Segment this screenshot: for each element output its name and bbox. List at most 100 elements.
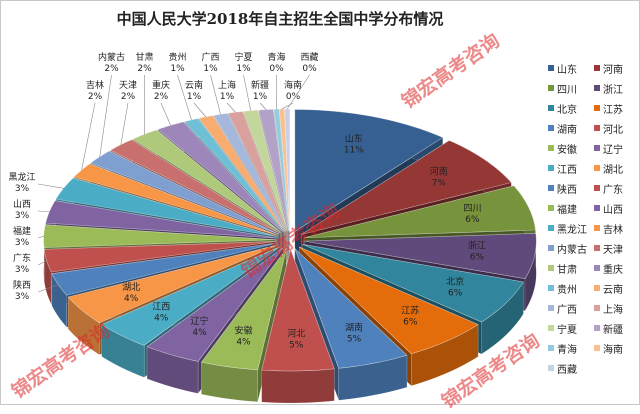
legend-swatch bbox=[594, 285, 600, 291]
legend-label: 湖南 bbox=[557, 121, 577, 136]
legend-label: 新疆 bbox=[603, 321, 623, 336]
legend-swatch bbox=[548, 85, 554, 91]
data-label-value: 2% bbox=[88, 92, 103, 102]
data-label-value: 11% bbox=[344, 145, 364, 155]
data-label-value: 6% bbox=[403, 317, 418, 327]
legend-label: 青海 bbox=[557, 341, 577, 356]
leader-line bbox=[227, 103, 236, 112]
data-label-value: 2% bbox=[104, 64, 119, 74]
legend-item-湖南: 湖南 bbox=[548, 120, 594, 137]
legend-item-甘肃: 甘肃 bbox=[548, 260, 594, 277]
data-label-value: 0% bbox=[286, 92, 301, 102]
legend-item-重庆: 重庆 bbox=[594, 260, 640, 277]
legend-item-宁夏: 宁夏 bbox=[548, 320, 594, 337]
legend-label: 甘肃 bbox=[557, 261, 577, 276]
data-label-category: 湖南 bbox=[345, 322, 363, 334]
legend-swatch bbox=[548, 205, 554, 211]
data-label-category: 甘肃 bbox=[135, 51, 153, 63]
data-label-value: 0% bbox=[269, 64, 284, 74]
data-label-category: 山东 bbox=[345, 132, 363, 144]
legend-label: 吉林 bbox=[603, 221, 623, 236]
legend-item-广东: 广东 bbox=[594, 180, 640, 197]
legend-label: 湖北 bbox=[603, 161, 623, 176]
legend-swatch bbox=[548, 285, 554, 291]
legend-item-北京: 北京 bbox=[548, 100, 594, 117]
legend-item-黑龙江: 黑龙江 bbox=[548, 220, 594, 237]
data-label-value: 3% bbox=[15, 211, 30, 221]
legend: 山东河南四川浙江北京江苏湖南河北安徽辽宁江西湖北陕西广东福建山西黑龙江吉林内蒙古… bbox=[548, 60, 638, 377]
data-label-category: 浙江 bbox=[468, 240, 486, 252]
legend-label: 天津 bbox=[603, 241, 623, 256]
legend-label: 浙江 bbox=[603, 81, 623, 96]
data-label-value: 5% bbox=[347, 335, 362, 345]
leader-line bbox=[38, 211, 49, 212]
data-label-value: 1% bbox=[187, 92, 202, 102]
legend-label: 福建 bbox=[557, 201, 577, 216]
legend-label: 江西 bbox=[557, 161, 577, 176]
legend-label: 安徽 bbox=[557, 141, 577, 156]
leader-line bbox=[38, 236, 44, 238]
legend-item-辽宁: 辽宁 bbox=[594, 140, 640, 157]
legend-label: 北京 bbox=[557, 101, 577, 116]
data-label-category: 江苏 bbox=[401, 304, 419, 316]
data-label-category: 河南 bbox=[430, 165, 448, 177]
data-label-category: 湖北 bbox=[122, 282, 140, 293]
legend-label: 黑龙江 bbox=[557, 221, 587, 236]
data-label-value: 3% bbox=[15, 265, 30, 275]
data-label-value: 3% bbox=[15, 292, 30, 302]
legend-swatch bbox=[548, 345, 554, 351]
legend-swatch bbox=[594, 125, 600, 131]
data-label-category: 黑龙江 bbox=[8, 171, 35, 183]
legend-label: 海南 bbox=[603, 341, 623, 356]
legend-item-安徽: 安徽 bbox=[548, 140, 594, 157]
leader-line bbox=[244, 75, 251, 111]
data-label-category: 重庆 bbox=[152, 79, 170, 91]
data-label-category: 云南 bbox=[185, 79, 203, 91]
legend-item-四川: 四川 bbox=[548, 80, 594, 97]
legend-swatch bbox=[548, 145, 554, 151]
data-label-category: 广东 bbox=[13, 252, 31, 264]
legend-swatch bbox=[548, 365, 554, 371]
legend-item-青海: 青海 bbox=[548, 340, 594, 357]
legend-item-西藏: 西藏 bbox=[548, 360, 594, 377]
legend-swatch bbox=[594, 265, 600, 271]
legend-label: 山东 bbox=[557, 61, 577, 76]
legend-swatch bbox=[548, 325, 554, 331]
legend-label: 内蒙古 bbox=[557, 241, 587, 256]
leader-line bbox=[161, 103, 171, 125]
legend-swatch bbox=[548, 105, 554, 111]
data-label-category: 内蒙古 bbox=[98, 51, 125, 63]
legend-item-江西: 江西 bbox=[548, 160, 594, 177]
legend-swatch bbox=[548, 185, 554, 191]
data-label-value: 1% bbox=[236, 64, 251, 74]
legend-label: 山西 bbox=[603, 201, 623, 216]
legend-swatch bbox=[594, 305, 600, 311]
data-label-category: 河北 bbox=[287, 327, 305, 339]
slice-outer-wall bbox=[262, 369, 335, 403]
legend-item-湖北: 湖北 bbox=[594, 160, 640, 177]
legend-item-山西: 山西 bbox=[594, 200, 640, 217]
legend-swatch bbox=[594, 245, 600, 251]
legend-label: 重庆 bbox=[603, 261, 623, 276]
data-label-category: 山西 bbox=[13, 199, 31, 210]
data-label-value: 2% bbox=[137, 64, 152, 74]
data-label-category: 安徽 bbox=[234, 324, 252, 336]
data-label-category: 吉林 bbox=[86, 79, 104, 91]
legend-swatch bbox=[548, 225, 554, 231]
data-label-value: 1% bbox=[203, 64, 218, 74]
data-label-category: 四川 bbox=[463, 204, 481, 214]
